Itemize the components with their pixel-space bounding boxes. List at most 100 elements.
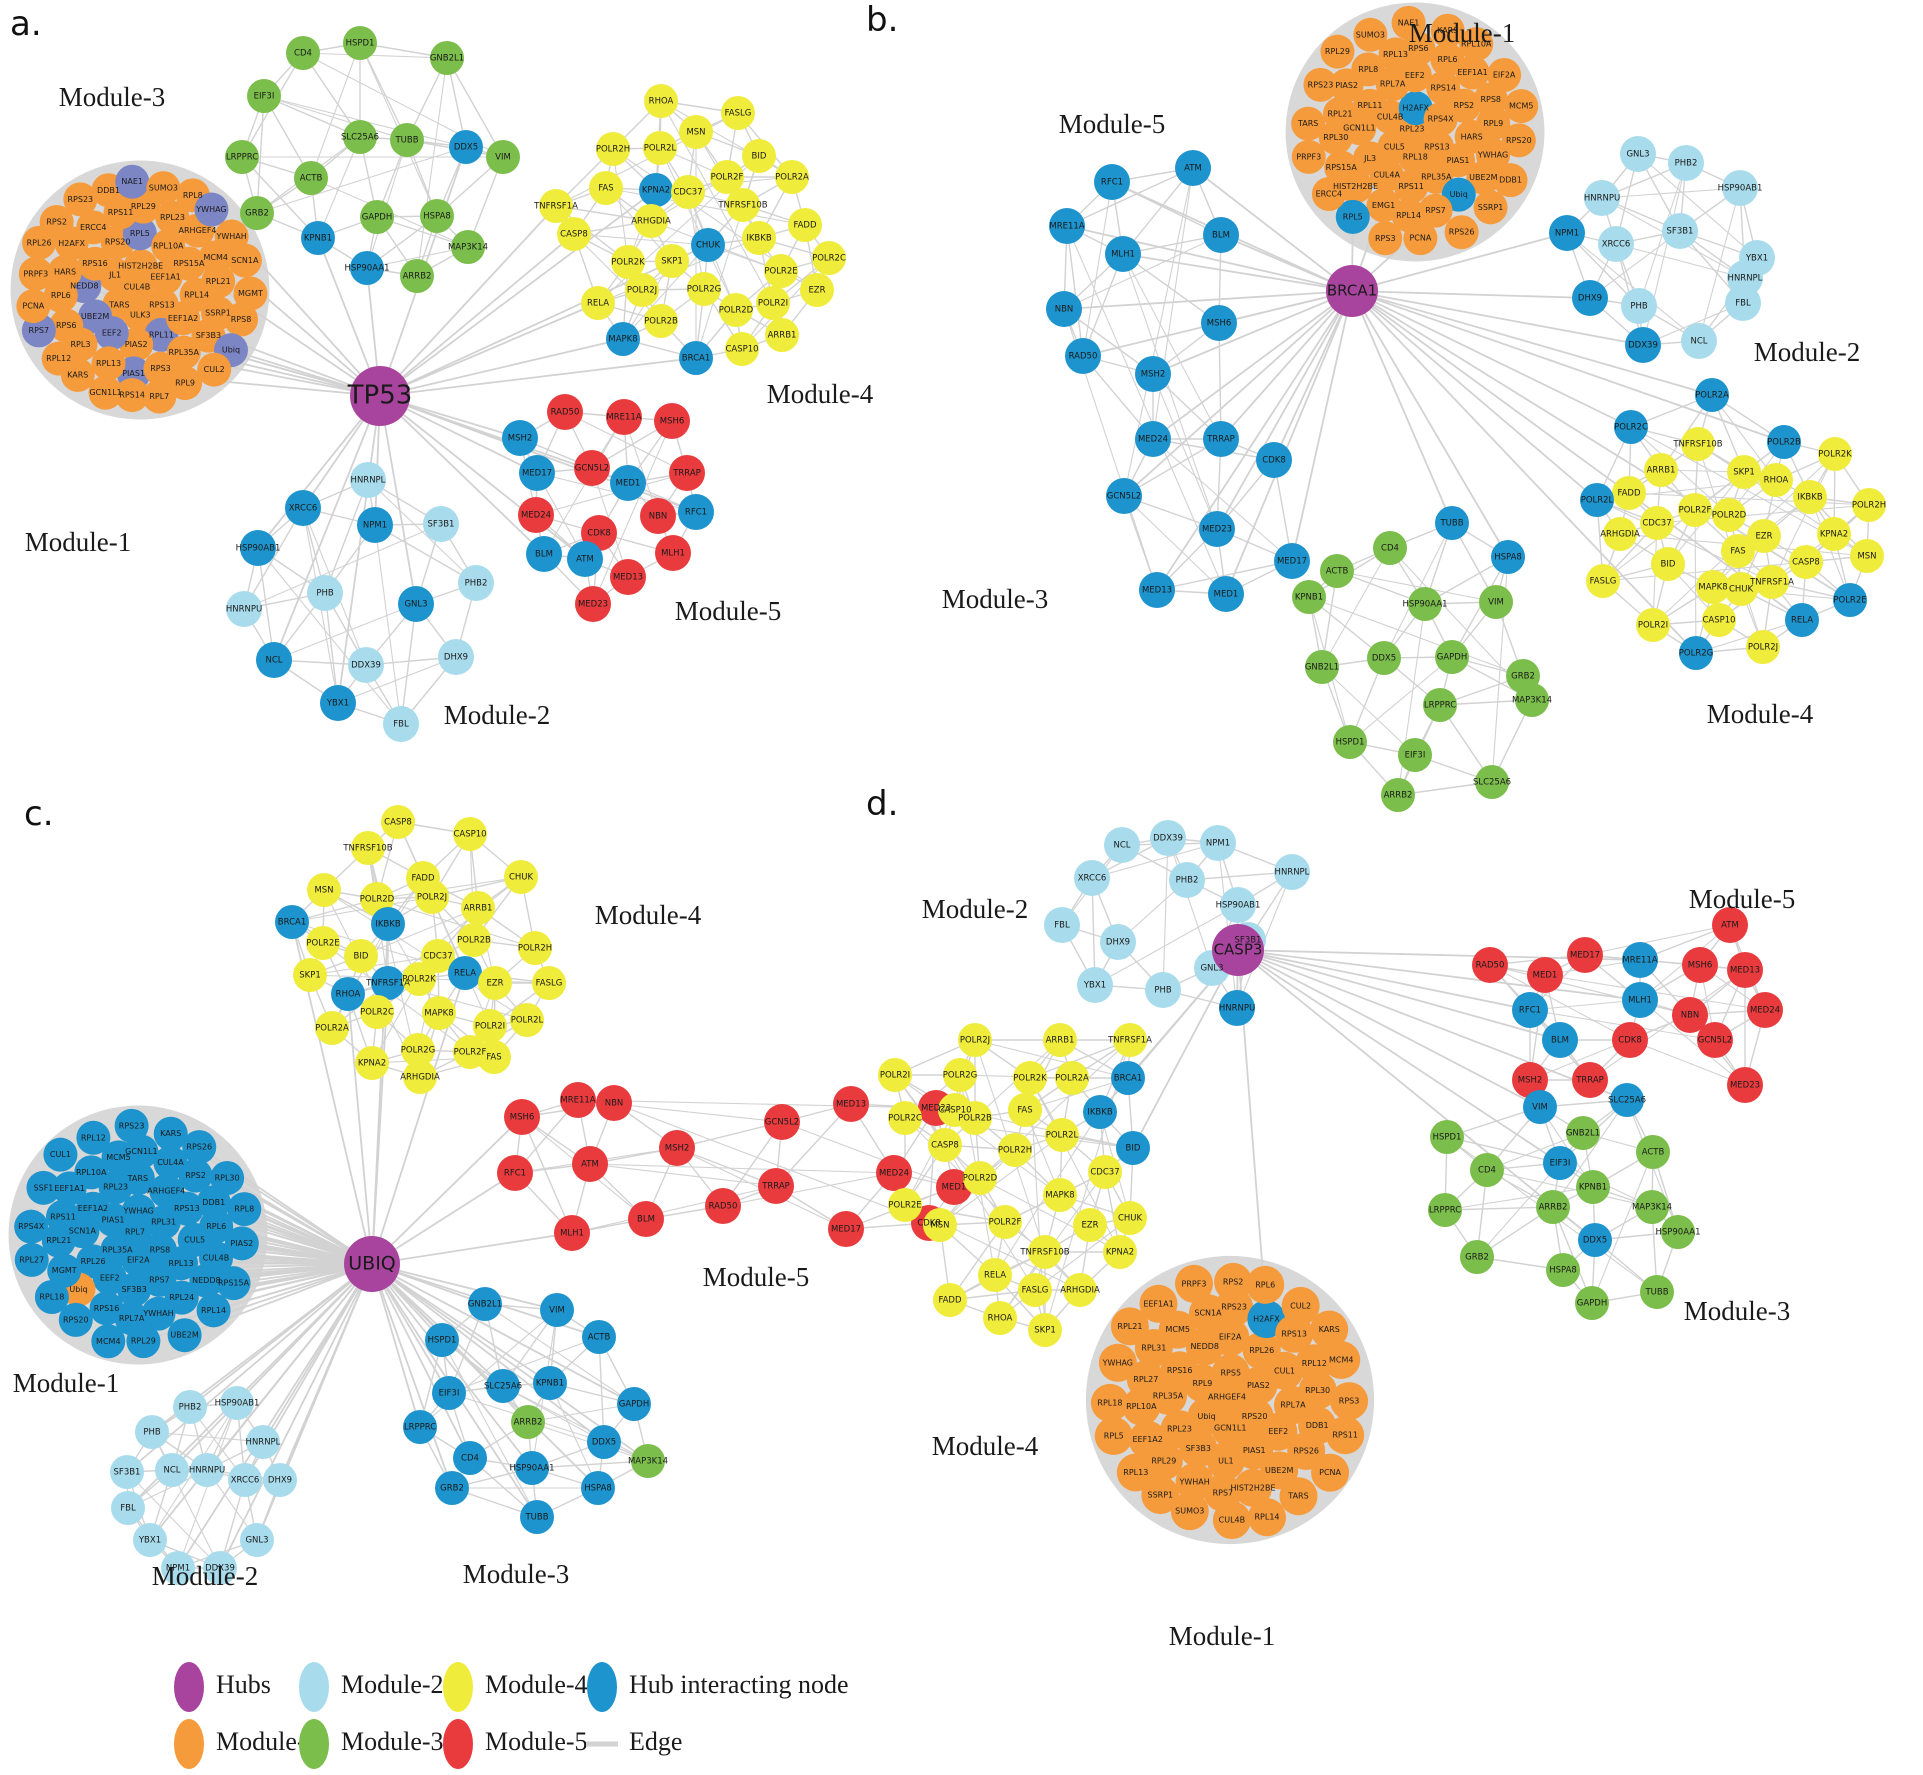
module-title: Module-3 xyxy=(1684,1296,1790,1326)
edge xyxy=(1237,949,1641,1001)
edge xyxy=(379,357,697,397)
node-KPNB1 xyxy=(1576,1170,1610,1204)
node-HSPD1 xyxy=(343,26,377,60)
node-DDX5 xyxy=(1578,1223,1612,1257)
edge xyxy=(1601,187,1741,199)
node-HSPA8 xyxy=(1546,1253,1580,1287)
node-MSH6 xyxy=(654,403,690,439)
node-label-NAE1: NAE1 xyxy=(1398,18,1420,27)
node-RPS14 xyxy=(115,378,150,413)
node-label-POLR2I: POLR2I xyxy=(880,1071,910,1081)
node-label-LRPPRC: LRPPRC xyxy=(226,153,258,163)
node-label-MCM5: MCM5 xyxy=(1166,1325,1190,1334)
node-CD4 xyxy=(286,36,320,70)
node-label-HIST2H2BE: HIST2H2BE xyxy=(1230,1483,1275,1492)
node-label-POLR2L: POLR2L xyxy=(1046,1131,1079,1141)
node-EEF1A2 xyxy=(166,301,201,336)
node-label-MED1: MED1 xyxy=(616,479,641,489)
legend-label: Module-2 xyxy=(341,1670,444,1699)
node-label-KPNA2: KPNA2 xyxy=(1106,1248,1134,1258)
node-POLR2H xyxy=(518,931,552,965)
node-RPS2 xyxy=(39,204,74,239)
edge xyxy=(577,1099,937,1109)
edge xyxy=(1034,1217,1131,1291)
node-label-POLR2C: POLR2C xyxy=(888,1114,922,1124)
node-HNRNPL xyxy=(246,1425,280,1459)
node-CASP8 xyxy=(557,217,591,251)
edge xyxy=(243,523,442,610)
node-RELA xyxy=(448,956,482,990)
node-label-GNL3: GNL3 xyxy=(1200,964,1223,974)
node-label-CUL2: CUL2 xyxy=(1290,1301,1311,1310)
edge xyxy=(379,233,575,397)
node-label-RPS26: RPS26 xyxy=(1449,228,1475,237)
node-label-MSH6: MSH6 xyxy=(510,1113,535,1123)
node-label-POLR2A: POLR2A xyxy=(1055,1074,1089,1084)
node-KPNA2 xyxy=(355,1046,389,1080)
node-label-RPL7: RPL7 xyxy=(125,1228,145,1237)
node-RPS16 xyxy=(77,246,112,281)
node-label-IKBKB: IKBKB xyxy=(1797,493,1822,503)
node-POLR2H xyxy=(596,132,630,166)
edge xyxy=(171,1469,281,1481)
node-MED17 xyxy=(1274,543,1310,579)
node-NBN xyxy=(1672,997,1708,1033)
edge xyxy=(317,136,361,239)
edge xyxy=(1237,949,1561,1041)
node-HNRNPU xyxy=(190,1453,224,1487)
node-POLR2F xyxy=(988,1205,1022,1239)
edge xyxy=(1156,290,1353,591)
node-SSRP1 xyxy=(1473,190,1508,225)
node-label-KARS: KARS xyxy=(160,1129,181,1138)
node-label-RPL35A: RPL35A xyxy=(1153,1391,1184,1400)
edge xyxy=(1351,290,1453,524)
node-RPL21 xyxy=(1323,96,1358,131)
node-label-MED17: MED17 xyxy=(831,1225,861,1235)
node-label-SSRP1: SSRP1 xyxy=(1478,203,1504,212)
node-EIF2A xyxy=(1211,1318,1250,1357)
node-EMG1 xyxy=(1366,188,1401,223)
node-label-HSPD1: HSPD1 xyxy=(346,39,375,49)
node-label-RPL31: RPL31 xyxy=(151,1218,176,1227)
node-label-RFC1: RFC1 xyxy=(685,508,707,518)
node-GCN5L2 xyxy=(574,450,610,486)
node-IKBKB xyxy=(1083,1095,1117,1129)
node-label-RPL13: RPL13 xyxy=(1123,1468,1148,1477)
node-label-SCN1A: SCN1A xyxy=(69,1227,97,1236)
edge xyxy=(1351,290,1644,346)
edge xyxy=(359,42,408,141)
node-label-JL3: JL3 xyxy=(1363,154,1376,163)
node-GAPDH xyxy=(617,1387,651,1421)
node-label-TUBB: TUBB xyxy=(1439,519,1463,529)
edge xyxy=(519,437,629,484)
node-ATM xyxy=(572,1146,608,1182)
node-label-TUBB: TUBB xyxy=(1644,1288,1668,1298)
node-label-CDC37: CDC37 xyxy=(673,188,702,198)
edge xyxy=(374,524,402,725)
node-RHOA xyxy=(1759,463,1793,497)
node-label-GAPDH: GAPDH xyxy=(362,213,392,223)
node-ARHGDIA xyxy=(1603,517,1637,551)
node-label-ARRB2: ARRB2 xyxy=(1539,1203,1568,1213)
node-label-POLR2D: POLR2D xyxy=(963,1174,998,1184)
node-label-SF3B1: SF3B1 xyxy=(1235,936,1262,946)
node-PHB2 xyxy=(458,565,494,601)
node-label-VIM: VIM xyxy=(1532,1103,1548,1113)
node-label-NCL: NCL xyxy=(1113,841,1130,851)
node-label-SUMO3: SUMO3 xyxy=(1175,1507,1204,1516)
node-label-POLR2I: POLR2I xyxy=(475,1022,505,1032)
node-MED1 xyxy=(1208,576,1244,612)
node-label-PIAS2: PIAS2 xyxy=(1335,81,1358,90)
node-label-MSN: MSN xyxy=(1857,552,1876,562)
node-POLR2G xyxy=(401,1033,435,1067)
node-label-MRE11A: MRE11A xyxy=(1049,222,1084,232)
node-LRPPRC xyxy=(403,1410,437,1444)
node-label-PIAS1: PIAS1 xyxy=(1447,156,1470,165)
node-POLR2J xyxy=(1746,630,1780,664)
node-label-POLR2C: POLR2C xyxy=(1614,423,1648,433)
node-label-RPS6: RPS6 xyxy=(1408,44,1429,53)
node-label-SF3B1: SF3B1 xyxy=(428,520,455,530)
node-RHOA xyxy=(331,977,365,1011)
module-title: Module-4 xyxy=(932,1431,1039,1461)
edge xyxy=(1591,1151,1654,1304)
